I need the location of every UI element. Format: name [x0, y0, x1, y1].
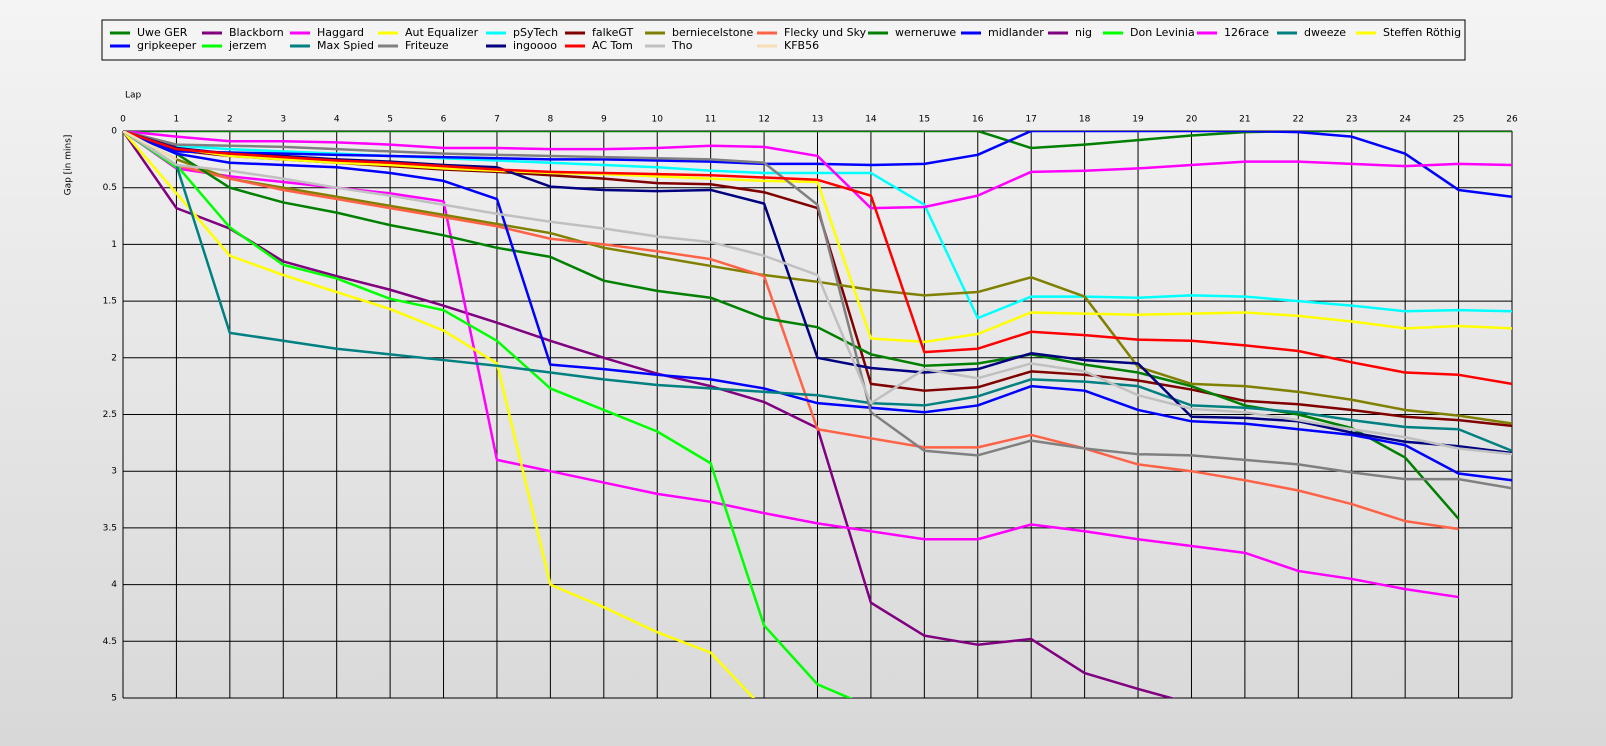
x-tick-label: 14: [865, 115, 877, 125]
legend-label: Uwe GER: [137, 26, 188, 39]
series-line: [123, 131, 1512, 482]
legend-label: werneruwe: [895, 26, 956, 39]
legend-label: ingoooo: [513, 39, 557, 52]
series-line: [123, 131, 1459, 531]
x-tick-label: 10: [652, 115, 664, 125]
x-tick-label: 13: [812, 115, 823, 125]
x-tick-label: 25: [1453, 115, 1464, 125]
x-tick-label: 0: [120, 115, 126, 125]
x-tick-label: 18: [1079, 115, 1091, 125]
legend-box: [101, 19, 1466, 61]
legend-label: gripkeeper: [137, 39, 197, 52]
series-line: [123, 131, 756, 698]
x-tick-label: 5: [387, 115, 393, 125]
legend-label: dweeze: [1304, 26, 1346, 39]
y-tick-label: 5: [111, 694, 117, 704]
legend-label: Friteuze: [405, 39, 449, 52]
legend-label: midlander: [988, 26, 1044, 39]
legend-label: falkeGT: [592, 26, 634, 39]
x-tick-label: 8: [548, 115, 554, 125]
legend-label: 126race: [1224, 26, 1269, 39]
series-line: [123, 131, 1512, 344]
legend-label: berniecelstone: [672, 26, 753, 39]
x-tick-label: 20: [1186, 115, 1198, 125]
y-axis-label: Gap [in mins]: [64, 135, 74, 196]
y-tick-label: 0: [111, 127, 117, 137]
plot-lines: [123, 131, 1512, 698]
x-tick-label: 22: [1293, 115, 1304, 125]
y-tick-label: 2: [111, 353, 117, 363]
x-tick-label: 24: [1399, 115, 1411, 125]
legend-label: Tho: [671, 39, 693, 52]
legend-label: pSyTech: [513, 26, 558, 39]
series-line: [123, 131, 1512, 199]
series-line: [123, 131, 1512, 210]
x-tick-label: 7: [494, 115, 500, 125]
legend-label: AC Tom: [592, 39, 633, 52]
x-tick-label: 17: [1025, 115, 1036, 125]
series-line: [123, 131, 1512, 490]
legend-label: Don Levinia: [1130, 26, 1195, 39]
series-line: [123, 131, 1512, 456]
legend-label: jerzem: [228, 39, 267, 52]
x-tick-label: 4: [334, 115, 340, 125]
legend-label: nig: [1075, 26, 1092, 39]
legend-label: Haggard: [317, 26, 364, 39]
legend-label: KFB56: [784, 39, 819, 52]
x-axis-label: Lap: [125, 91, 142, 101]
legend-label: Aut Equalizer: [405, 26, 479, 39]
x-tick-label: 21: [1239, 115, 1250, 125]
y-tick-label: 1: [111, 240, 117, 250]
legend-label: Blackborn: [229, 26, 284, 39]
legend: Uwe GER Blackborn Haggard Aut Equalizer pSyT…: [110, 26, 1461, 52]
legend-label: Max Spied: [317, 39, 374, 52]
x-tick-label: 15: [919, 115, 930, 125]
x-tick-label: 1: [174, 115, 180, 125]
legend-label: Steffen Röthig: [1383, 26, 1461, 39]
x-tick-label: 19: [1132, 115, 1144, 125]
x-tick-label: 9: [601, 115, 607, 125]
y-tick-label: 1.5: [103, 297, 117, 307]
x-tick-label: 6: [441, 115, 447, 125]
y-tick-label: 4.5: [103, 637, 117, 647]
y-tick-label: 3.5: [103, 523, 117, 533]
x-tick-label: 12: [758, 115, 769, 125]
x-tick-label: 2: [227, 115, 233, 125]
x-tick-label: 16: [972, 115, 984, 125]
series-line: [123, 131, 1512, 386]
x-tick-label: 23: [1346, 115, 1357, 125]
series-line: [123, 131, 853, 698]
y-tick-label: 0.5: [103, 183, 117, 193]
y-tick-label: 4: [111, 580, 117, 590]
x-tick-label: 3: [280, 115, 286, 125]
series-line: [123, 131, 1512, 452]
series-line: [123, 131, 1460, 520]
y-tick-label: 3: [111, 467, 117, 477]
series-line: [123, 131, 178, 161]
legend-label: Flecky und Sky: [784, 26, 867, 39]
y-tick-label: 2.5: [103, 410, 117, 420]
x-tick-label: 26: [1506, 115, 1518, 125]
x-tick-label: 11: [705, 115, 716, 125]
series-line: [123, 131, 1512, 425]
